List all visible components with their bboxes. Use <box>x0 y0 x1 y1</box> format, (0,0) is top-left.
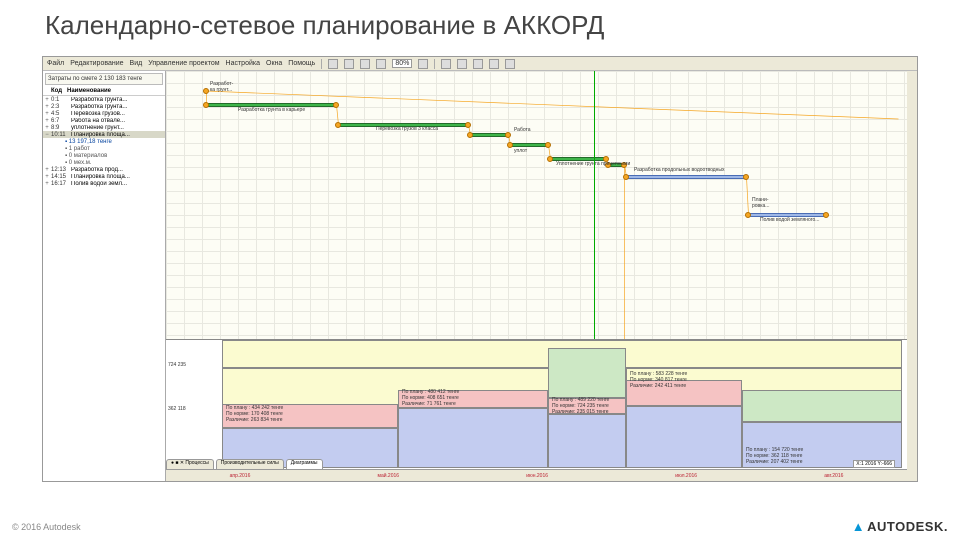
gantt-label: Работа <box>514 127 531 133</box>
sidebar: Затраты по смете 2 130 183 тенге Код Наи… <box>43 71 166 481</box>
milestone-node[interactable] <box>547 156 553 162</box>
gantt-label: Перевозка грузов 3 класса <box>376 126 438 132</box>
hist-block <box>548 348 626 398</box>
milestone-node[interactable] <box>623 174 629 180</box>
menu-project[interactable]: Управление проектом <box>148 60 219 67</box>
gantt-chart[interactable]: Разработ-ка грунт...Разработка грунта в … <box>166 71 917 481</box>
tool2-icon[interactable] <box>457 59 467 69</box>
zoom-out-icon[interactable] <box>376 59 386 69</box>
milestone-node[interactable] <box>505 132 511 138</box>
hist-block <box>742 390 902 422</box>
sidebar-item[interactable]: +2:3Разработка грунта... <box>43 103 165 110</box>
tool4-icon[interactable] <box>489 59 499 69</box>
menu-settings[interactable]: Настройка <box>226 60 260 67</box>
milestone-node[interactable] <box>465 122 471 128</box>
sidebar-subitem: ▪ 13 197,18 тенге <box>43 138 165 145</box>
refresh-icon[interactable] <box>418 59 428 69</box>
bottom-tabs: ● ■ ✕ Процессы Производительные силы Диа… <box>166 459 323 469</box>
gantt-bar[interactable] <box>626 175 746 179</box>
milestone-node[interactable] <box>203 88 209 94</box>
magnify-icon[interactable] <box>344 59 354 69</box>
menubar: Файл Редактирование Вид Управление проек… <box>43 57 917 71</box>
cursor-position: X:1 2016 Y:-666 <box>853 460 895 468</box>
sidebar-item[interactable]: +16:17Полив водой земл... <box>43 180 165 187</box>
hist-label: По плану : 154 720 тенгеПо норме: 362 11… <box>746 448 803 465</box>
hist-label: По плану : 480 412 тенгеПо норме: 408 65… <box>402 390 459 407</box>
hist-label: По плану : 489 220 тенгеПо норме: 724 23… <box>552 398 609 415</box>
tool5-icon[interactable] <box>505 59 515 69</box>
sidebar-header: Код Наименование <box>43 87 165 96</box>
sidebar-item[interactable]: +0:1Разработка грунта... <box>43 96 165 103</box>
zoom-in-icon[interactable] <box>360 59 370 69</box>
menu-view[interactable]: Вид <box>130 60 143 67</box>
histogram-panel: 724 235362 1180По плану : 434 242 тенгеП… <box>166 339 907 469</box>
tab-forces[interactable]: Производительные силы <box>216 459 284 469</box>
milestone-node[interactable] <box>507 142 513 148</box>
y-tick: 362 118 <box>168 406 186 412</box>
milestone-node[interactable] <box>203 102 209 108</box>
milestone-node[interactable] <box>743 174 749 180</box>
timeline-axis: апр.2016 май.2016 июн.2016 июл.2016 авг.… <box>166 469 907 481</box>
autodesk-logo: ▲AUTODESK. <box>852 519 948 534</box>
sidebar-subitem: ▪ 0 мех.м. <box>43 159 165 166</box>
zoom-level[interactable]: 80% <box>392 59 412 68</box>
sidebar-item[interactable]: −10:11Планировка площа... <box>43 131 165 138</box>
app-window: Файл Редактирование Вид Управление проек… <box>42 56 918 482</box>
sidebar-subitem: ▪ 1 работ <box>43 145 165 152</box>
gantt-bar[interactable] <box>510 143 548 147</box>
gantt-label: Полив водой земляного... <box>760 217 819 223</box>
milestone-node[interactable] <box>335 122 341 128</box>
sidebar-item[interactable]: +6:7Работа на отвале... <box>43 117 165 124</box>
tab-processes[interactable]: ● ■ ✕ Процессы <box>166 459 214 469</box>
gantt-bar[interactable] <box>470 133 508 137</box>
menu-edit[interactable]: Редактирование <box>70 60 123 67</box>
hist-label: По плану : 434 242 тенгеПо норме: 170 40… <box>226 406 283 423</box>
gantt-label: ровка... <box>752 203 769 209</box>
milestone-node[interactable] <box>545 142 551 148</box>
hist-block <box>398 408 548 468</box>
cost-summary: Затраты по смете 2 130 183 тенге <box>45 73 163 85</box>
save-icon[interactable] <box>328 59 338 69</box>
milestone-node[interactable] <box>467 132 473 138</box>
milestone-node[interactable] <box>823 212 829 218</box>
hist-label: По плану : 583 228 тенгеПо норме: 340 81… <box>630 372 687 389</box>
milestone-node[interactable] <box>745 212 751 218</box>
tool3-icon[interactable] <box>473 59 483 69</box>
hist-block <box>626 406 742 468</box>
tool1-icon[interactable] <box>441 59 451 69</box>
sidebar-item[interactable]: +8:9уплотнение грунт... <box>43 124 165 131</box>
hist-block <box>548 414 626 468</box>
sidebar-item[interactable]: +12:13Разработка прод... <box>43 166 165 173</box>
menu-windows[interactable]: Окна <box>266 60 282 67</box>
copyright: © 2016 Autodesk <box>12 522 81 532</box>
sidebar-item[interactable]: +14:15Планировка площа... <box>43 173 165 180</box>
slide-title: Календарно-сетевое планирование в АККОРД <box>0 0 960 46</box>
menu-file[interactable]: Файл <box>47 60 64 67</box>
sidebar-item[interactable]: +4:5Перевозка грузов... <box>43 110 165 117</box>
tab-diagrams[interactable]: Диаграммы <box>286 459 323 469</box>
gantt-label: Разработка грунта в карьере <box>238 107 305 113</box>
y-tick: 724 235 <box>168 362 186 368</box>
sidebar-subitem: ▪ 0 материалов <box>43 152 165 159</box>
gantt-label: ка грунт... <box>210 87 232 93</box>
menu-help[interactable]: Помощь <box>288 60 315 67</box>
milestone-node[interactable] <box>333 102 339 108</box>
gantt-label: Разработка продольных водоотводных <box>634 167 725 173</box>
gantt-label: уплот <box>514 148 527 154</box>
